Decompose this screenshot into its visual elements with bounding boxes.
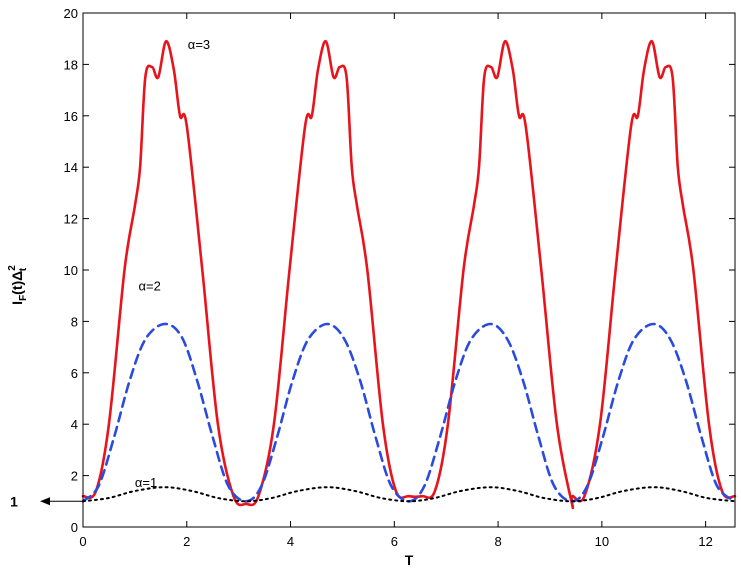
y-axis-title-main: I (9, 301, 25, 305)
y-axis-title: IF(t)Δ2t (7, 265, 29, 305)
y-axis-title-mid: (t)Δ (9, 271, 25, 295)
y-axis-title-superscript: 2 (7, 265, 18, 271)
y-tick-label: 14 (64, 160, 78, 175)
y-tick-label: 10 (64, 263, 78, 278)
y-tick-label: 0 (71, 520, 78, 535)
series-annotation: α=1 (135, 475, 157, 490)
y-tick-label: 8 (71, 314, 78, 329)
x-tick-label: 8 (494, 534, 501, 549)
labels-layer: α=3 α=2 α=1 (135, 37, 210, 490)
reference-marker-label: 1 (10, 493, 18, 509)
reference-marker-arrow-icon (40, 497, 50, 506)
reference-marker: 1 (10, 493, 83, 509)
series-layer (81, 39, 737, 510)
series-annotation: α=3 (188, 37, 210, 52)
x-tick-label: 2 (183, 534, 190, 549)
x-tick-label: 4 (287, 534, 294, 549)
y-tick-label: 16 (64, 109, 78, 124)
y-tick-label: 20 (64, 6, 78, 21)
x-axis-title: T (405, 552, 414, 568)
y-axis-title-subscript-t: t (18, 267, 29, 271)
y-tick-label: 6 (71, 366, 78, 381)
x-tick-label: 0 (79, 534, 86, 549)
y-tick-label: 12 (64, 212, 78, 227)
x-tick-label: 10 (595, 534, 609, 549)
series-line-3 (82, 486, 736, 503)
x-tick-label: 12 (698, 534, 712, 549)
y-axis-title-subscript-f: F (18, 295, 29, 301)
y-tick-label: 4 (71, 417, 78, 432)
y-tick-label: 2 (71, 469, 78, 484)
ticks-layer: 0 2 4 6 8 10 12 0 2 4 6 8 10 12 14 16 18 20 (64, 6, 735, 549)
series-annotation: α=2 (139, 278, 161, 293)
y-tick-label: 18 (64, 57, 78, 72)
x-tick-label: 6 (391, 534, 398, 549)
